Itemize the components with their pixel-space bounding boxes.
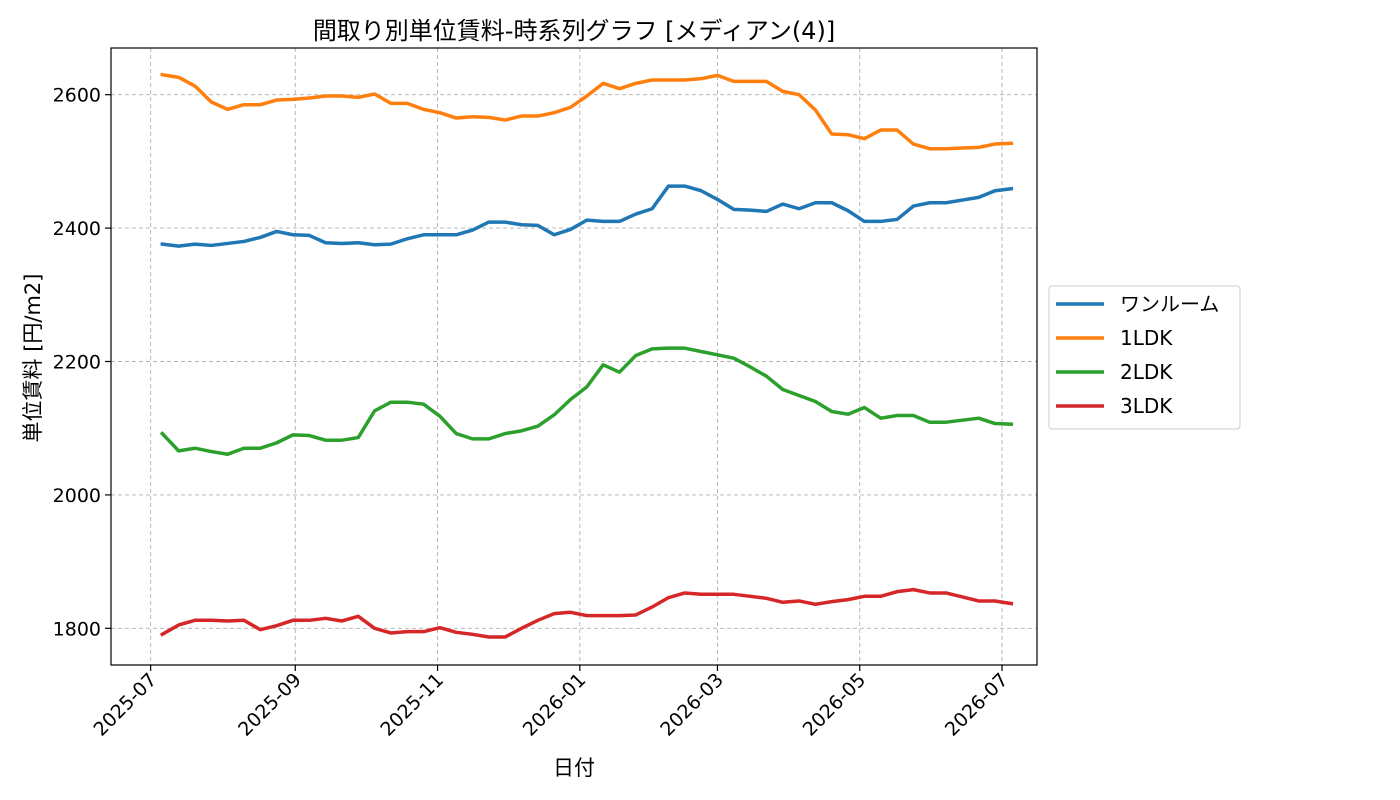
x-tick-label: 2026-05 (799, 669, 871, 741)
legend-frame (1048, 285, 1241, 430)
y-tick-label: 2400 (53, 218, 101, 240)
x-axis-label: 日付 (553, 756, 595, 780)
legend-entry: ワンルーム (1120, 292, 1219, 316)
legend-entry: 2LDK (1120, 360, 1173, 384)
y-tick-label: 2200 (53, 352, 101, 374)
x-tick-label: 2026-01 (519, 669, 591, 741)
series-line (160, 72, 1014, 151)
x-axis-ticks: 2025-07 2025-09 2025-11 2026-01 2026-03 2026-… (89, 665, 1013, 741)
plot-area-frame (110, 47, 1038, 666)
y-tick-label: 2000 (53, 485, 101, 507)
y-axis-label: 単位賃料 [円/m2] (21, 274, 45, 443)
chart-legend: ワンルーム 1LDK 2LDK 3LDK (1048, 285, 1241, 430)
legend-entry: 1LDK (1120, 326, 1173, 350)
x-tick-label: 2025-11 (376, 669, 448, 741)
series-line (159, 587, 1014, 639)
series-line (159, 346, 1014, 456)
x-tick-label: 2025-07 (89, 669, 161, 741)
y-tick-label: 2600 (53, 85, 101, 107)
y-tick-label: 1800 (53, 618, 101, 640)
x-tick-label: 2025-09 (234, 669, 306, 741)
x-tick-label: 2026-03 (656, 669, 728, 741)
legend-entry: 3LDK (1120, 394, 1173, 418)
chart-title: 間取り別単位賃料-時系列グラフ [メディアン(4)] (313, 17, 835, 45)
series-line (160, 184, 1014, 248)
x-tick-label: 2026-07 (941, 669, 1013, 741)
y-axis-ticks: 1800 2000 2200 2400 2600 (53, 85, 111, 640)
data-series (159, 72, 1014, 639)
grid-lines (111, 48, 1037, 665)
